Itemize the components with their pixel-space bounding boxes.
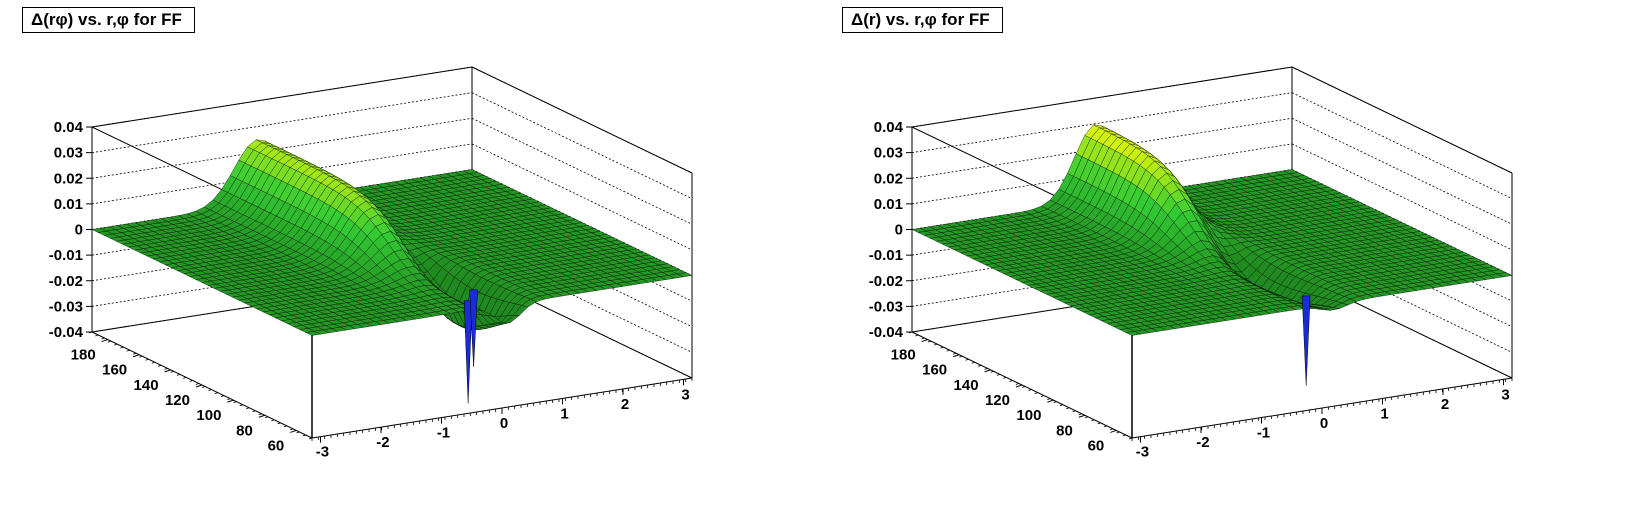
z-tick-label: -0.02 — [49, 273, 83, 290]
y-axis: 60 80 100 120 140 160 180 — [891, 331, 1133, 454]
z-axis: 0.04 0.03 0.02 0.01 0 -0.01 -0.02 -0.03 -0.04 — [869, 119, 912, 341]
x-tick-label: 2 — [621, 396, 629, 413]
y-tick-label: 80 — [1056, 422, 1073, 439]
z-tick-label: 0.04 — [54, 119, 84, 136]
x-tick-label: -3 — [1136, 444, 1149, 461]
surface-dip — [469, 289, 478, 367]
z-tick-label: 0.03 — [54, 145, 83, 162]
x-tick-label: -3 — [316, 444, 329, 461]
x-tick-label: 3 — [1501, 386, 1509, 403]
plot-title: Δ(r) vs. r,φ for FF — [842, 7, 1003, 33]
surface-dip — [463, 300, 473, 404]
surface-plot-canvas: 0.040.030.020.010-0.01-0.02-0.03-0.04-3-… — [49, 66, 693, 461]
z-tick-label: -0.03 — [869, 298, 903, 315]
surface-cell — [1496, 272, 1513, 278]
z-tick-label: 0.02 — [874, 170, 903, 187]
plot-title: Δ(rφ) vs. r,φ for FF — [22, 7, 195, 33]
z-tick-label: -0.01 — [869, 247, 903, 264]
y-tick-label: 160 — [102, 362, 127, 379]
z-tick-label: -0.03 — [49, 298, 83, 315]
surface-plot-canvas: 0.040.030.020.010-0.01-0.02-0.03-0.04-3-… — [869, 66, 1513, 461]
z-tick-label: 0.01 — [874, 196, 903, 213]
x-axis: -3 -2 -1 0 1 2 3 — [311, 378, 693, 461]
x-tick-label: 2 — [1441, 396, 1449, 413]
x-tick-label: 3 — [681, 386, 689, 403]
y-tick-label: 180 — [891, 347, 916, 364]
surface-mesh — [911, 124, 1513, 336]
z-tick-label: -0.01 — [49, 247, 83, 264]
x-tick-label: -2 — [376, 434, 389, 451]
x-tick-label: 1 — [1380, 405, 1388, 422]
z-tick-label: -0.02 — [869, 273, 903, 290]
y-tick-label: 180 — [71, 347, 96, 364]
z-tick-label: 0.02 — [54, 170, 83, 187]
z-tick-label: -0.04 — [49, 324, 84, 341]
x-tick-label: 1 — [560, 405, 568, 422]
y-tick-label: 140 — [134, 377, 159, 394]
y-axis: 60 80 100 120 140 160 180 — [71, 331, 313, 454]
surface-plot-right: Δ(r) vs. r,φ for FF 0.04 0.03 0.02 0.01 0 -0.… — [820, 0, 1639, 517]
z-tick-label: 0 — [895, 222, 903, 239]
y-tick-label: 120 — [165, 392, 190, 409]
x-axis: -3 -2 -1 0 1 2 3 — [1131, 378, 1513, 461]
z-axis: 0.04 0.03 0.02 0.01 0 -0.01 -0.02 -0.03 -0.04 — [49, 119, 92, 341]
x-tick-label: 0 — [1320, 415, 1328, 432]
y-tick-label: 60 — [268, 437, 285, 454]
surface-mesh — [91, 139, 693, 336]
y-tick-label: 60 — [1088, 437, 1105, 454]
z-tick-label: 0 — [75, 222, 83, 239]
y-tick-label: 100 — [196, 407, 221, 424]
z-tick-label: -0.04 — [869, 324, 904, 341]
y-tick-label: 160 — [922, 362, 947, 379]
y-tick-label: 120 — [985, 392, 1010, 409]
z-tick-label: 0.01 — [54, 196, 83, 213]
z-tick-label: 0.03 — [874, 145, 903, 162]
x-tick-label: 0 — [500, 415, 508, 432]
x-tick-label: -1 — [437, 425, 450, 442]
y-tick-label: 100 — [1016, 407, 1041, 424]
surface-dip — [1301, 295, 1311, 386]
y-tick-label: 80 — [236, 422, 253, 439]
z-tick-label: 0.04 — [874, 119, 904, 136]
surface-plot-left: Δ(rφ) vs. r,φ for FF 0.04 0.03 0.02 0.01 0 -0… — [0, 0, 819, 517]
y-tick-label: 140 — [954, 377, 979, 394]
x-tick-label: -1 — [1257, 425, 1270, 442]
x-tick-label: -2 — [1196, 434, 1209, 451]
surface-cell — [676, 272, 693, 278]
